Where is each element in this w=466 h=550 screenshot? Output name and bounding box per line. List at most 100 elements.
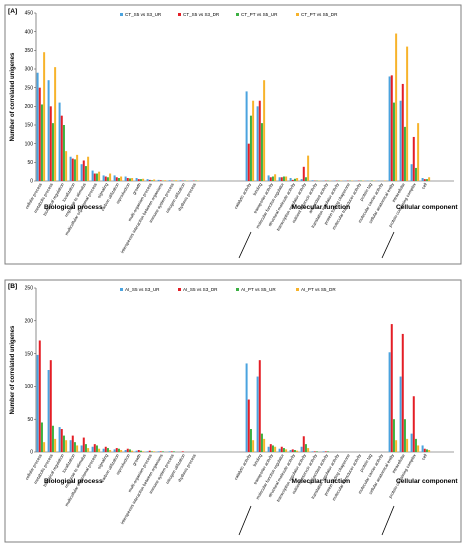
bar-series-a [410,433,413,452]
bar-series-c [95,445,98,452]
bar-series-b [104,446,107,452]
bar-series-c [392,419,395,452]
bar-series-c [84,444,87,452]
bar-series-d [252,100,255,181]
bar-series-a [113,449,116,452]
bar-series-b [401,333,404,452]
bar-series-a [146,451,149,452]
bar-series-c [304,177,307,181]
bar-series-c [425,179,428,181]
bar-series-b [126,448,129,452]
y-tick-label: 100 [25,384,34,390]
bar-series-d [252,440,255,452]
bar-series-c [326,451,329,452]
bar-series-c [403,126,406,181]
group-label: Molecular function [292,204,351,211]
bar-series-b [269,177,272,181]
bar-series-d [153,451,156,452]
bar-series-c [172,451,175,452]
bar-series-a [135,450,138,452]
bar-series-d [87,156,90,181]
y-tick-label: 0 [30,179,33,185]
bar-series-c [62,435,65,452]
bar-series-c [139,179,142,181]
bar-series-c [282,448,285,452]
bar-series-d [109,450,112,452]
bar-series-a [168,180,171,181]
bar-series-d [76,154,79,181]
bar-series-b [38,340,41,452]
y-tick-label: 200 [25,319,34,325]
y-tick-label: 250 [25,286,34,292]
legend-entry-series-c: AI_PT vs S5_UR [241,287,276,292]
bar-series-b [258,360,261,452]
bar-series-d [142,451,145,452]
bar-series-a [157,179,160,181]
bar-series-d [54,67,57,181]
bar-series-c [95,173,98,181]
bar-series-d [263,80,266,181]
y-tick-label: 350 [25,48,34,54]
bar-series-d [43,52,46,182]
panel-frame [4,279,462,543]
bar-series-c [414,438,417,452]
bar-series-c [51,425,54,452]
y-tick-label: 250 [25,85,34,91]
bar-series-a [124,176,127,181]
bar-series-a [47,80,50,181]
bar-series-d [395,33,398,182]
bar-series-b [49,106,52,181]
bar-series-a [36,354,39,452]
bar-series-b [137,450,140,452]
bar-series-d [274,446,277,452]
bar-series-a [47,370,50,452]
category-label: growth [131,452,142,466]
legend-swatch-series-b [178,13,181,16]
bar-series-b [82,437,85,452]
bar-series-c [293,450,296,452]
bar-series-c [293,178,296,181]
bar-series-d [120,176,123,181]
bar-series-c [117,448,120,452]
bar-series-a [410,164,413,181]
bar-series-a [157,451,160,452]
bar-series-d [65,151,68,181]
bar-series-a [91,170,94,181]
bar-series-c [161,451,164,452]
bar-series-d [131,178,134,181]
group-label: Biological process [44,478,103,485]
bar-series-a [124,450,127,452]
bar-series-a [388,76,391,181]
bar-series-c [315,451,318,452]
bar-series-c [40,104,43,181]
bar-series-b [49,360,52,452]
bar-series-b [148,450,151,452]
panel-tag: [A] [8,8,17,15]
y-axis-title: Number of correlated unigenes [10,52,16,141]
y-tick-label: 150 [25,351,34,357]
bar-series-d [417,123,420,181]
bar-series-b [390,75,393,181]
bar-series-c [249,115,252,181]
bar-series-a [278,177,281,181]
bar-series-c [73,159,76,181]
bar-series-a [58,102,61,181]
bar-series-d [43,442,46,452]
bar-series-b [302,436,305,452]
bar-series-b [401,83,404,181]
bar-series-b [280,446,283,452]
bar-series-a [300,179,303,181]
bar-series-a [311,180,314,181]
bar-series-c [282,176,285,181]
bar-series-d [274,174,277,181]
bar-series-a [245,363,248,452]
bar-series-c [117,178,120,181]
bar-series-a [399,376,402,452]
legend-entry-series-d: AI_PT vs S5_DR [301,287,336,292]
bar-series-b [247,399,250,452]
bar-series-c [51,123,54,181]
bar-series-a [267,446,270,452]
bar-series-a [102,175,105,181]
bar-series-d [406,46,409,181]
